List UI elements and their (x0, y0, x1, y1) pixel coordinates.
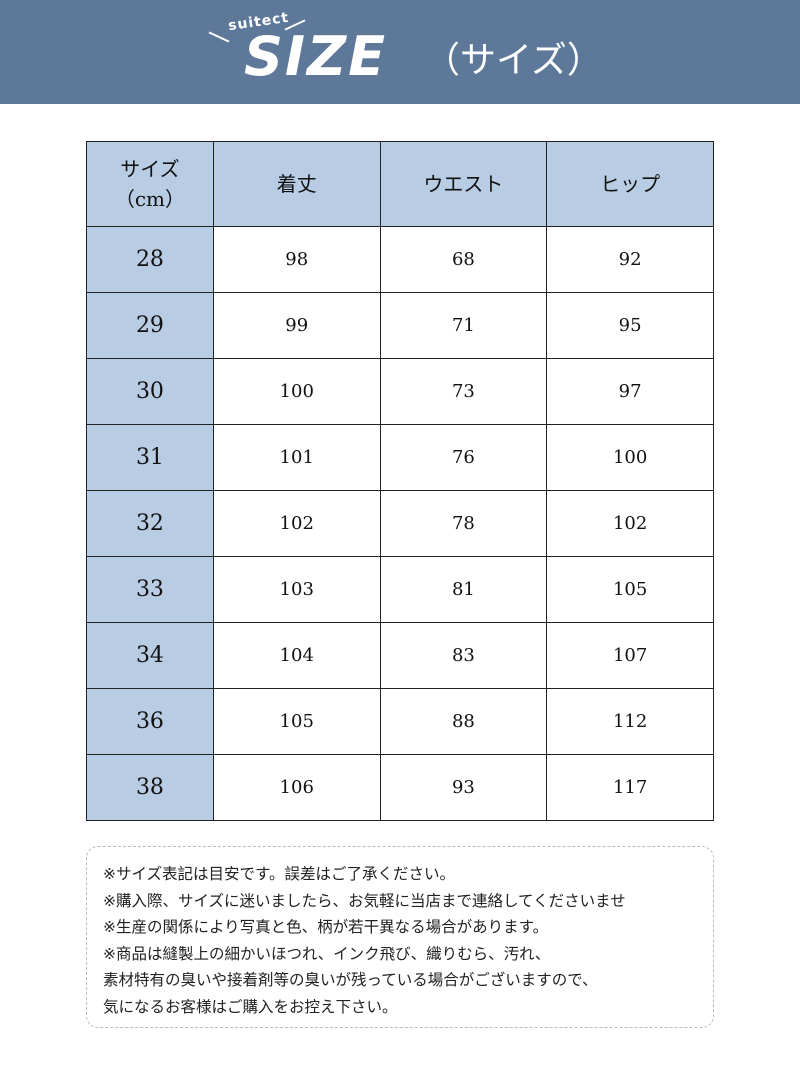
table-row: 30 100 73 97 (86, 358, 714, 425)
cell-length: 98 (212, 226, 381, 293)
cell-length: 101 (212, 424, 381, 491)
cell-size: 32 (86, 490, 214, 557)
cell-waist: 76 (379, 424, 548, 491)
cell-waist: 83 (379, 622, 548, 689)
table-row: 31 101 76 100 (86, 424, 714, 491)
notes-box: ※サイズ表記は目安です。誤差はご了承ください。 ※購入際、サイズに迷いましたら、お… (86, 846, 714, 1028)
table-row: 36 105 88 112 (86, 688, 714, 755)
logo-slash-left (208, 31, 230, 43)
cell-hip: 112 (546, 688, 714, 755)
cell-length: 100 (212, 358, 381, 425)
header-size: サイズ （cm） (86, 141, 214, 227)
cell-hip: 107 (546, 622, 714, 689)
cell-length: 105 (212, 688, 381, 755)
header-subtitle: （サイズ） (424, 40, 603, 81)
cell-hip: 97 (546, 358, 714, 425)
table-row: 38 106 93 117 (86, 754, 714, 821)
cell-length: 102 (212, 490, 381, 557)
cell-hip: 92 (546, 226, 714, 293)
cell-waist: 73 (379, 358, 548, 425)
cell-waist: 71 (379, 292, 548, 359)
cell-size: 33 (86, 556, 214, 623)
cell-waist: 93 (379, 754, 548, 821)
cell-size: 31 (86, 424, 214, 491)
note-line: ※購入際、サイズに迷いましたら、お気軽に当店まで連絡してくださいませ (103, 891, 626, 910)
cell-length: 103 (212, 556, 381, 623)
cell-hip: 117 (546, 754, 714, 821)
header-waist: ウエスト (379, 141, 548, 227)
cell-hip: 95 (546, 292, 714, 359)
header-hip: ヒップ (546, 141, 714, 227)
note-line: ※生産の関係により写真と色、柄が若干異なる場合があります。 (103, 918, 549, 936)
cell-length: 104 (212, 622, 381, 689)
table-row: 29 99 71 95 (86, 292, 714, 359)
cell-hip: 100 (546, 424, 714, 491)
cell-waist: 68 (379, 226, 548, 293)
cell-size: 38 (86, 754, 214, 821)
cell-size: 30 (86, 358, 214, 425)
cell-waist: 88 (379, 688, 548, 755)
header-banner: suitect SIZE （サイズ） (0, 0, 800, 104)
cell-hip: 102 (546, 490, 714, 557)
cell-waist: 81 (379, 556, 548, 623)
table-row: 28 98 68 92 (86, 226, 714, 293)
header-length: 着丈 (212, 141, 381, 227)
table-header-row: サイズ （cm） 着丈 ウエスト ヒップ (86, 141, 714, 227)
cell-length: 106 (212, 754, 381, 821)
cell-size: 28 (86, 226, 214, 293)
table-row: 32 102 78 102 (86, 490, 714, 557)
cell-size: 34 (86, 622, 214, 689)
note-line: 素材特有の臭いや接着剤等の臭いが残っている場合がございますので、 (103, 971, 598, 989)
size-table: サイズ （cm） 着丈 ウエスト ヒップ 28 98 68 92 29 99 71 95 30 1… (86, 141, 714, 821)
cell-waist: 78 (379, 490, 548, 557)
cell-size: 36 (86, 688, 214, 755)
note-line: ※サイズ表記は目安です。誤差はご了承ください。 (103, 865, 455, 883)
cell-hip: 105 (546, 556, 714, 623)
note-line: 気になるお客様はご購入をお控え下さい。 (103, 997, 398, 1016)
table-row: 34 104 83 107 (86, 622, 714, 689)
table-row: 33 103 81 105 (86, 556, 714, 623)
cell-size: 29 (86, 292, 214, 359)
logo-size-text: SIZE (244, 25, 388, 88)
note-line: ※商品は縫製上の細かいほつれ、インク飛び、織りむら、汚れ、 (103, 944, 551, 963)
cell-length: 99 (212, 292, 381, 359)
